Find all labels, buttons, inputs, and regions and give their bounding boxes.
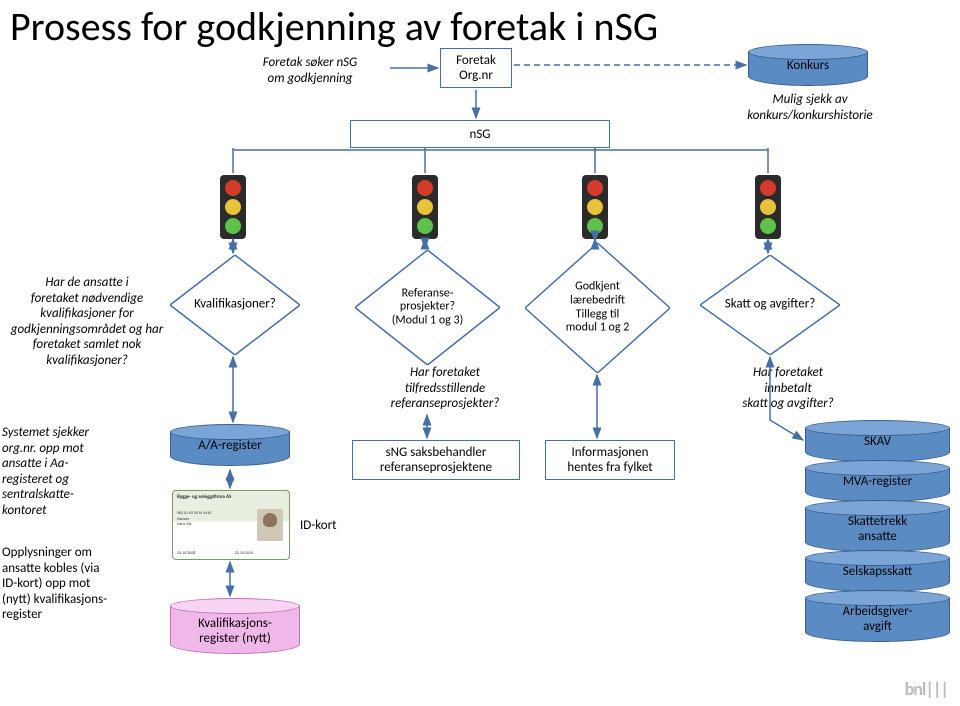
diamond-godkjent-label: GodkjentlærebedriftTillegg tilmodul 1 og… [525,280,670,335]
label-har-innbetalt: Har foretaketinnbetaltskatt og avgifter? [718,365,858,412]
cylinder-mva: MVA-register [805,460,950,502]
light-yellow [587,199,603,215]
diamond-skatt: Skatt og avgifter? [700,255,840,355]
logo: bnl||| [905,678,948,700]
box-nsg: nSG [350,120,610,148]
light-yellow [760,199,776,215]
cylinder-arbeidsgiver: Arbeidsgiver-avgift [805,590,950,642]
light-red [760,180,776,196]
cylinder-mva-label: MVA-register [805,474,950,489]
cylinder-selskapsskatt-label: Selskapsskatt [805,564,950,579]
cylinder-konkurs: Konkurs [748,44,868,86]
box-info-fylket: Informasjonenhentes fra fylket [545,440,675,480]
traffic-light-3 [582,175,608,239]
cylinder-aa-label: A/A-register [170,438,290,453]
label-systemet: Systemet sjekkerorg.nr. opp motansatte i… [2,425,132,519]
page-title: Prosess for godkjenning av foretak i nSG [10,2,658,51]
label-idkort: ID-kort [300,518,336,534]
cylinder-aa-register: A/A-register [170,424,290,466]
light-red [587,180,603,196]
label-har-referanse: Har foretakettilfredsstillendereferansep… [370,365,520,412]
diamond-godkjent: GodkjentlærebedriftTillegg tilmodul 1 og… [525,243,670,373]
light-green [587,218,603,234]
diamond-skatt-label: Skatt og avgifter? [700,298,840,313]
label-opplysninger: Opplysninger omansatte kobles (viaID-kor… [2,545,147,623]
label-har-ansatte: Har de ansatte iforetaket nødvendigekval… [2,275,172,369]
traffic-light-4 [755,175,781,239]
cylinder-kval-register: Kvalifikasjons-register (nytt) [170,598,300,654]
light-green [417,218,433,234]
cylinder-skattetrekk-label: Skattetrekkansatte [805,514,950,544]
cylinder-skav-label: SKAV [805,434,950,449]
cylinder-selskapsskatt: Selskapsskatt [805,550,950,592]
id-card-graphic: Bygge- og anleggsfirma AS 962 01 05 20 M… [172,490,290,560]
box-orgnr: ForetakOrg.nr [440,48,512,88]
skav-stack: SKAV MVA-register Skattetrekkansatte Sel… [805,420,950,650]
traffic-light-2 [412,175,438,239]
diamond-kvalifikasjoner: Kvalifikasjoner? [170,255,300,355]
diamond-referanse-label: Referanse-prosjekter?(Modul 1 og 3) [355,287,500,328]
light-green [760,218,776,234]
cylinder-skattetrekk: Skattetrekkansatte [805,500,950,552]
light-green [225,218,241,234]
traffic-light-1 [220,175,246,239]
cylinder-skav: SKAV [805,420,950,462]
diamond-referanse: Referanse-prosjekter?(Modul 1 og 3) [355,250,500,365]
light-red [225,180,241,196]
cylinder-arbeidsgiver-label: Arbeidsgiver-avgift [805,604,950,634]
label-soker: Foretak søker nSGom godkjenning [230,55,390,86]
light-yellow [225,199,241,215]
cylinder-konkurs-label: Konkurs [748,58,868,73]
box-saksbehandler: sNG saksbehandlerreferanseprosjektene [352,440,520,480]
light-red [417,180,433,196]
diamond-kvalifikasjoner-label: Kvalifikasjoner? [170,298,300,313]
label-mulig-sjekk: Mulig sjekk avkonkurs/konkurshistorie [720,92,900,123]
light-yellow [417,199,433,215]
cylinder-kval-label: Kvalifikasjons-register (nytt) [170,616,300,646]
